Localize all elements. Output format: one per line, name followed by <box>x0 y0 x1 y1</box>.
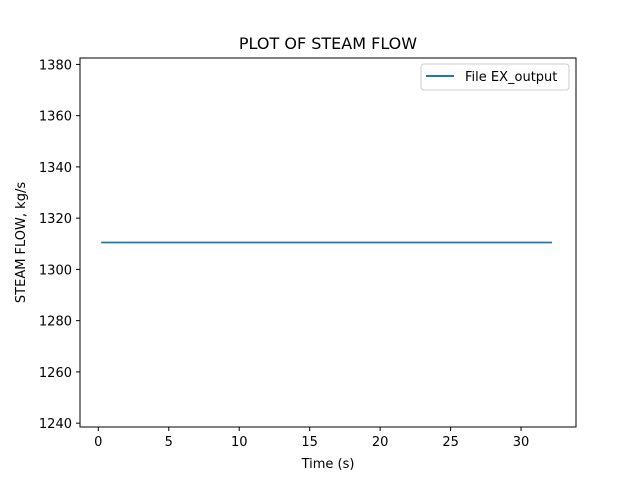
x-axis-label: Time (s) <box>301 457 355 472</box>
x-tick-label: 15 <box>301 435 318 450</box>
x-axis-ticks: 0 5 10 15 20 25 30 <box>94 427 529 450</box>
y-tick-label: 1360 <box>39 110 72 125</box>
x-tick-label: 0 <box>94 435 102 450</box>
x-tick-label: 30 <box>513 435 530 450</box>
y-tick-label: 1380 <box>39 58 72 73</box>
y-tick-label: 1240 <box>39 417 72 432</box>
plot-area: 0 5 10 15 20 25 30 1240 1260 1280 1300 1320 1340 136… <box>39 57 577 450</box>
x-tick-label: 5 <box>165 435 173 450</box>
chart-title: PLOT OF STEAM FLOW <box>239 34 417 53</box>
y-tick-label: 1280 <box>39 315 72 330</box>
y-tick-label: 1340 <box>39 161 72 176</box>
x-tick-label: 10 <box>231 435 248 450</box>
legend-label: File EX_output <box>465 70 557 85</box>
x-tick-label: 25 <box>442 435 459 450</box>
y-tick-label: 1320 <box>39 212 72 227</box>
legend: File EX_output <box>420 63 570 91</box>
x-tick-label: 20 <box>372 435 389 450</box>
y-axis-label: STEAM FLOW, kg/s <box>14 182 29 303</box>
axes-frame <box>79 57 577 428</box>
y-axis-ticks: 1240 1260 1280 1300 1320 1340 1360 1380 <box>39 58 80 432</box>
legend-box <box>420 63 570 91</box>
y-tick-label: 1260 <box>39 366 72 381</box>
y-tick-label: 1300 <box>39 263 72 278</box>
